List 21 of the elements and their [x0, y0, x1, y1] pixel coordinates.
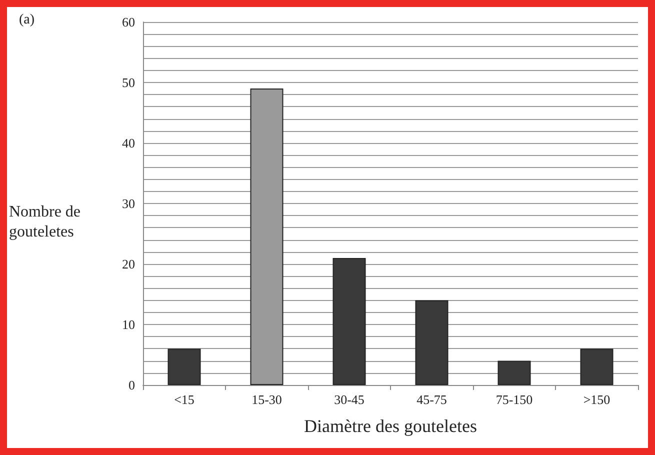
y-tick-label: 60 [122, 14, 135, 30]
text: (a) [19, 12, 35, 28]
bar [498, 360, 531, 385]
y-tick-label: 50 [122, 75, 135, 90]
x-tick-label: <15 [174, 392, 194, 407]
y-tick-label: 10 [122, 317, 135, 332]
y-tick-label: 20 [122, 256, 135, 272]
x-tick-label: 75-150 [496, 392, 533, 407]
bar [168, 348, 201, 385]
x-tick-label: 15-30 [252, 392, 282, 407]
y-axis-title: Nombre de gouteletes [9, 204, 85, 240]
x-tick-label: 45-75 [416, 392, 447, 407]
bar [415, 300, 448, 385]
y-tick-label: 40 [122, 136, 135, 150]
y-tick-label: 0 [128, 378, 135, 392]
bar [332, 258, 366, 385]
x-axis-title: Diamètre des gouteletes [304, 416, 477, 436]
x-tick-label: >150 [583, 392, 610, 407]
x-tick-label: 30-45 [334, 392, 364, 407]
bar [580, 348, 614, 385]
y-tick-label: 30 [122, 196, 135, 211]
